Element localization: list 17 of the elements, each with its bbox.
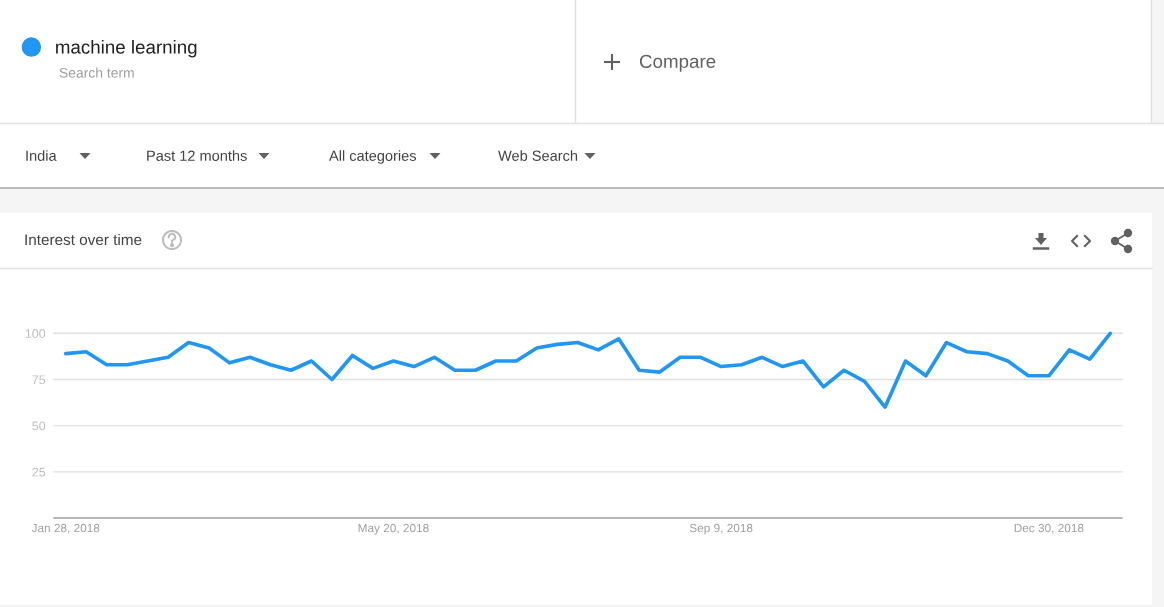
text: Compare (639, 54, 716, 72)
chart-title: Interest over time (25, 233, 142, 246)
y-tick-label: 25 (32, 467, 46, 477)
legend-label: machine learning (56, 40, 197, 58)
x-tick-label: Dec 30, 2018 (1014, 523, 1084, 534)
text: Search term (59, 67, 134, 78)
x-tick-label: May 20, 2018 (358, 523, 429, 535)
x-tick-label: Jan 28, 2018 (31, 523, 100, 534)
text: Past 12 months (147, 150, 247, 161)
y-tick-label: 50 (32, 421, 46, 431)
text: All categories (329, 150, 417, 164)
line-series (63, 331, 1113, 409)
y-tick-label: 100 (25, 329, 46, 338)
y-tick-label: 75 (32, 375, 46, 385)
x-tick-label: Sep 9, 2018 (689, 523, 753, 535)
text: Web Search (498, 150, 578, 161)
text: India (26, 150, 57, 161)
